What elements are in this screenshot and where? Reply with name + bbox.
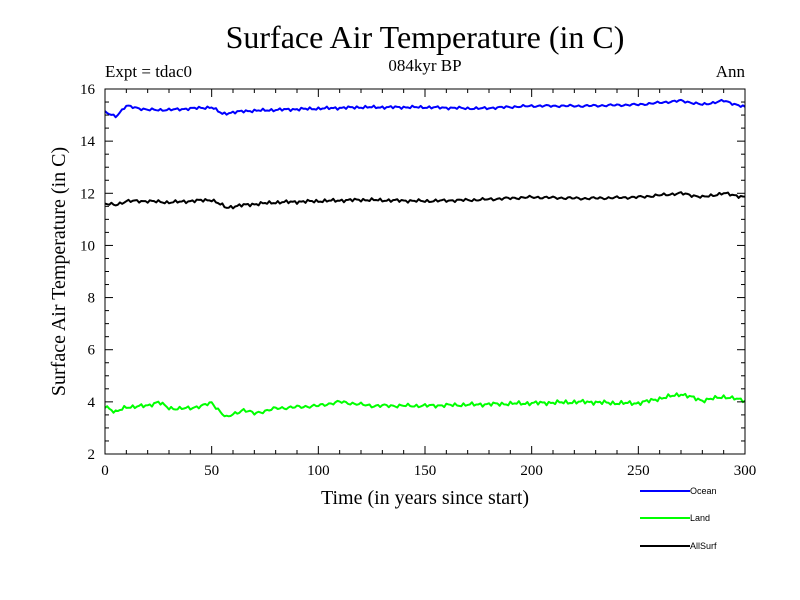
x-axis-label: Time (in years since start): [321, 487, 529, 509]
x-tick-label: 0: [101, 463, 109, 479]
x-tick-label: 200: [520, 463, 543, 479]
y-tick-label: 12: [80, 186, 95, 202]
x-tick-label: 150: [414, 463, 437, 479]
legend-label-ocean: Ocean: [690, 486, 717, 496]
y-tick-label: 10: [80, 238, 95, 254]
series-line-allsurf: [104, 191, 746, 210]
legend: Ocean Land AllSurf: [640, 486, 717, 551]
x-tick-label: 100: [307, 463, 330, 479]
x-tick-label: 50: [204, 463, 219, 479]
y-tick-label: 16: [80, 82, 96, 98]
series-layer: [104, 98, 746, 418]
x-tick-label: 300: [734, 463, 757, 479]
season-label: Ann: [716, 62, 746, 81]
legend-label-land: Land: [690, 513, 710, 523]
axis-ticks: 0 50 100 150 200 250 300 2 4 6 8 10 12 14 16: [80, 82, 756, 479]
y-axis-label: Surface Air Temperature (in C): [48, 147, 70, 396]
chart-title: Surface Air Temperature (in C): [226, 19, 625, 55]
x-tick-label: 250: [627, 463, 650, 479]
chart-subtitle: 084kyr BP: [388, 56, 461, 75]
plot-frame: [104, 88, 746, 455]
experiment-label: Expt = tdac0: [105, 62, 192, 81]
y-tick-label: 6: [88, 343, 96, 359]
y-tick-label: 2: [88, 447, 96, 463]
y-tick-label: 14: [80, 134, 96, 150]
series-line-land: [104, 392, 746, 418]
legend-label-allsurf: AllSurf: [690, 541, 717, 551]
y-tick-label: 4: [88, 395, 96, 411]
series-line-ocean: [104, 98, 746, 119]
y-tick-label: 8: [88, 291, 96, 307]
